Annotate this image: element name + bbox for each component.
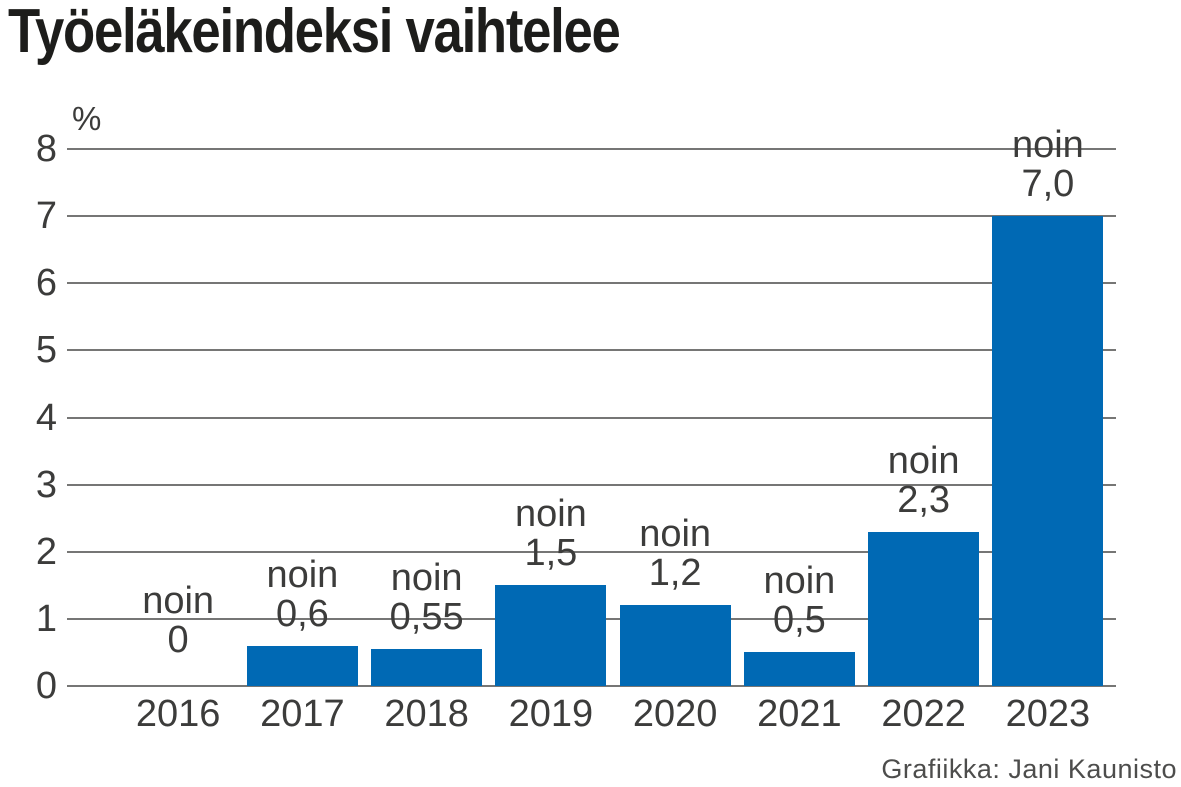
gridline-y0 (67, 685, 1116, 687)
x-tick-label-2021: 2021 (757, 693, 842, 735)
credit-text: Grafiikka: Jani Kaunisto (881, 754, 1177, 784)
value-label-prefix: noin (514, 493, 587, 536)
value-label-number: 1,5 (524, 532, 578, 575)
bar-value-label-2021: noin 0,5 (699, 562, 899, 640)
value-label-number: 1,2 (648, 552, 702, 595)
bar-2019 (495, 585, 607, 686)
bar-2018 (371, 649, 483, 686)
y-tick-label-1: 1 (35, 597, 57, 640)
bar-2022 (868, 531, 980, 686)
y-tick-label-4: 4 (35, 396, 57, 439)
y-tick-label-5: 5 (35, 329, 57, 372)
bar-2023 (992, 216, 1104, 686)
value-label-prefix: noin (639, 513, 712, 556)
value-label-prefix: noin (142, 580, 215, 622)
gridline-y3 (67, 483, 1116, 486)
x-tick-label-2017: 2017 (260, 693, 345, 735)
gridline-y8 (67, 148, 1116, 150)
y-tick-label-3: 3 (35, 463, 57, 506)
x-tick-label-2016: 2016 (135, 693, 221, 735)
x-tick-label-2023: 2023 (1005, 693, 1091, 735)
bar-value-label-2022: noin 2,3 (824, 439, 1024, 521)
bar-value-label-2017: noin 0,6 (202, 553, 402, 635)
y-axis-unit-label: % (72, 100, 102, 137)
value-label-number: 0,5 (772, 599, 826, 642)
y-tick-label-2: 2 (35, 530, 57, 573)
chart-title: Työeläkeindeksi vaihtelee (8, 0, 621, 66)
x-tick-label-2022: 2022 (881, 693, 966, 735)
gridline-y5 (67, 349, 1116, 352)
x-tick-label-2018: 2018 (384, 693, 469, 735)
value-label-prefix: noin (763, 560, 836, 603)
bar-value-label-2023: noin 7,0 (948, 126, 1148, 204)
gridline-y7 (67, 215, 1116, 218)
gridline-y4 (67, 416, 1116, 419)
value-label-prefix: noin (887, 439, 960, 482)
value-label-number: 0,6 (275, 592, 329, 635)
bar-2021 (743, 652, 855, 686)
y-tick-label-7: 7 (35, 195, 57, 238)
value-label-number: 7,0 (1021, 163, 1075, 206)
x-tick-label-2019: 2019 (508, 693, 594, 735)
bar-value-label-2018: noin 0,55 (327, 559, 527, 637)
gridline-y6 (67, 282, 1116, 285)
y-tick-label-6: 6 (35, 262, 57, 305)
gridline-y2 (67, 550, 1116, 553)
x-tick-label-2020: 2020 (632, 693, 718, 735)
bar-2017 (246, 645, 358, 686)
bar-value-label-2020: noin 1,2 (575, 515, 775, 593)
bar-value-label-2016: noin 0 (78, 582, 278, 660)
value-label-prefix: noin (1011, 124, 1084, 167)
value-label-prefix: noin (390, 557, 463, 600)
value-label-number: 2,3 (897, 478, 951, 521)
y-tick-label-0: 0 (35, 665, 57, 707)
value-label-prefix: noin (266, 553, 339, 596)
value-label-number: 0 (167, 619, 189, 661)
value-label-number: 0,55 (389, 596, 464, 639)
y-tick-label-8: 8 (35, 128, 57, 170)
bar-value-label-2019: noin 1,5 (451, 495, 651, 573)
bar-2020 (619, 605, 731, 686)
